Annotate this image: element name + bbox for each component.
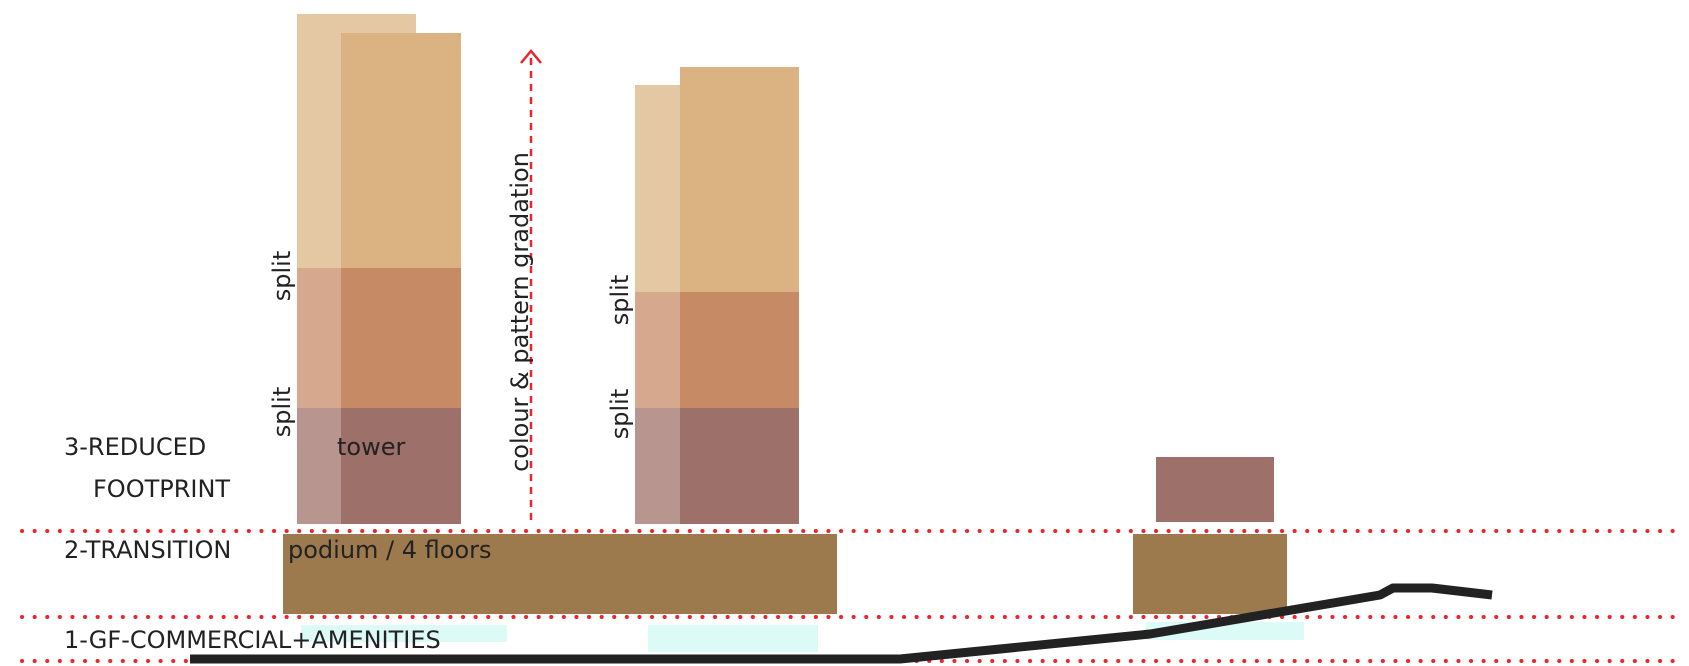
tower-2-top-back [635, 85, 681, 292]
tower-2-top-front [680, 67, 799, 292]
split-label-tower-1-lower: split [268, 386, 296, 438]
terrain-line [190, 583, 1493, 664]
level-2-label: 2-TRANSITION [64, 536, 232, 564]
tower-1-mid-right [341, 268, 461, 408]
podium-label: podium / 4 floors [288, 536, 492, 564]
small-block-right [1156, 457, 1274, 522]
split-label-tower-2-lower: split [606, 388, 634, 440]
tower-2-mid-left [635, 292, 680, 408]
level-1-label: 1-GF-COMMERCIAL+AMENITIES [64, 626, 441, 654]
tower-2-mid-right [680, 292, 799, 408]
level-3-label-line1: 3-REDUCED [64, 433, 207, 461]
tower-1-mid-left [297, 268, 341, 408]
gradation-arrow-head [520, 49, 542, 64]
split-label-tower-2-upper: split [606, 274, 634, 326]
amenity-strip-left [301, 625, 507, 642]
tower-2-base-right [680, 408, 799, 524]
amenity-strip-center [648, 625, 818, 652]
tower-1 [297, 14, 461, 524]
tower-1-base-right [341, 408, 461, 524]
podium-right [1133, 534, 1287, 614]
tower-2-base-left [635, 408, 680, 524]
tower-1-top-front [341, 33, 461, 268]
split-label-tower-1-upper: split [268, 250, 296, 302]
level-3-label-line2: FOOTPRINT [93, 475, 231, 503]
gradation-arrow-label: colour & pattern gradation [506, 152, 534, 472]
tower-label: tower [337, 433, 406, 461]
tower-2 [635, 67, 799, 524]
tower-1-base-left [297, 408, 341, 524]
podium-main [283, 534, 837, 614]
